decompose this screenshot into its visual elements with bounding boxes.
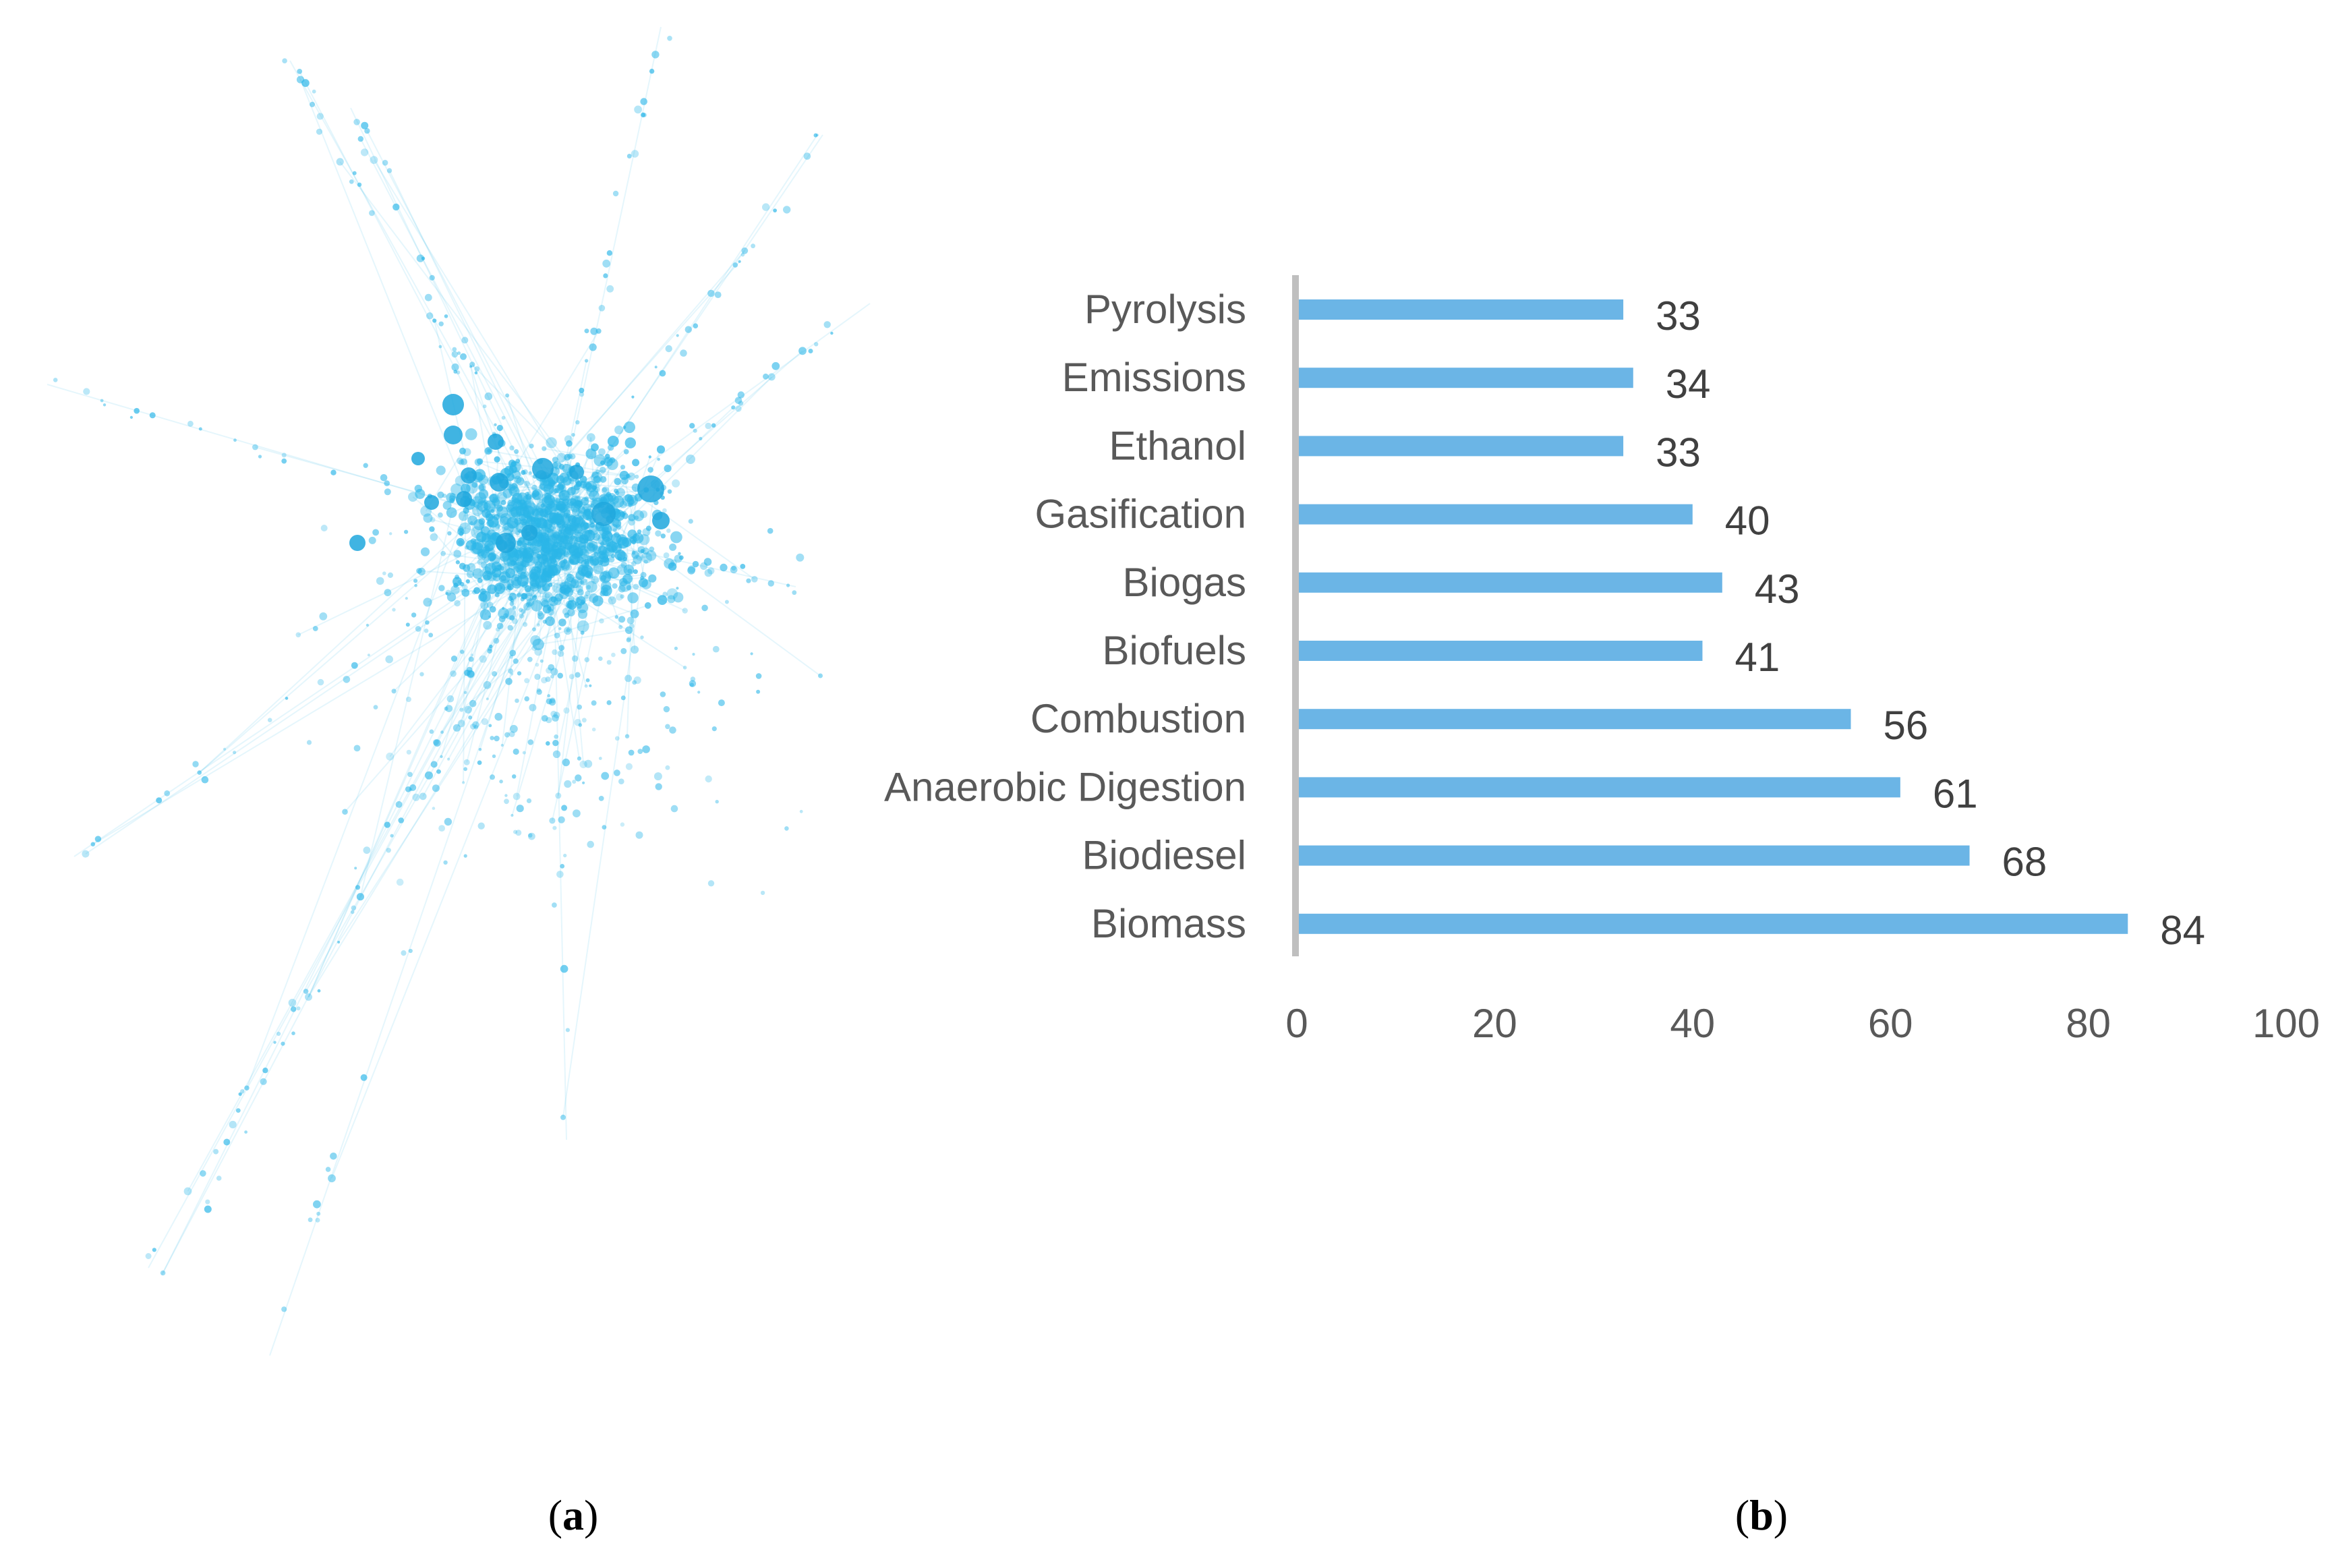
category-label: Emissions	[1062, 355, 1246, 400]
bar-gasification	[1297, 504, 1693, 525]
value-label: 61	[1933, 771, 1978, 816]
value-label: 40	[1725, 498, 1770, 544]
value-label: 33	[1656, 430, 1701, 475]
category-label: Biofuels	[1103, 628, 1246, 673]
panel-label-a: (a)	[548, 1491, 599, 1539]
category-label: Anaerobic Digestion	[884, 764, 1246, 809]
x-tick-label: 80	[2066, 1001, 2111, 1046]
x-tick-label: 0	[1285, 1001, 1308, 1046]
bar-pyrolysis	[1297, 299, 1624, 320]
value-label: 41	[1735, 635, 1780, 680]
x-tick-label: 100	[2252, 1001, 2320, 1046]
bar-combustion	[1297, 709, 1851, 730]
keyword-frequency-bar-chart: Pyrolysis Emissions Ethanol Gasification Bio…	[884, 275, 2320, 1046]
category-label: Gasification	[1035, 492, 1246, 537]
network-edges	[47, 26, 871, 1356]
bar-biomass	[1297, 913, 2128, 934]
x-tick-label: 60	[1868, 1001, 1913, 1046]
keyword-network-graph	[47, 26, 871, 1356]
value-label: 68	[2002, 840, 2047, 885]
category-label: Biodiesel	[1082, 833, 1247, 878]
bar-biodiesel	[1297, 845, 1970, 866]
value-label: 56	[1884, 703, 1929, 748]
x-tick-label: 40	[1670, 1001, 1715, 1046]
panel-label-b: (b)	[1735, 1491, 1788, 1539]
bar-anaerobic-digestion	[1297, 777, 1900, 798]
category-labels: Pyrolysis Emissions Ethanol Gasification Bio…	[884, 287, 1246, 946]
x-tick-labels: 0 20 40 60 80 100	[1285, 1001, 2320, 1046]
bar-series	[1297, 299, 2128, 934]
bar-emissions	[1297, 368, 1633, 388]
category-label: Biogas	[1123, 560, 1246, 605]
value-label: 84	[2160, 908, 2205, 953]
category-label: Pyrolysis	[1084, 287, 1246, 332]
bar-biofuels	[1297, 641, 1703, 661]
value-label: 33	[1656, 293, 1701, 339]
x-tick-label: 20	[1472, 1001, 1517, 1046]
value-label: 34	[1666, 361, 1711, 407]
category-label: Biomass	[1091, 901, 1246, 946]
network-nodes	[53, 36, 834, 1312]
value-label: 43	[1755, 567, 1800, 612]
bar-biogas	[1297, 572, 1722, 593]
category-label: Ethanol	[1109, 423, 1247, 468]
category-label: Combustion	[1030, 696, 1246, 741]
bar-ethanol	[1297, 436, 1624, 457]
